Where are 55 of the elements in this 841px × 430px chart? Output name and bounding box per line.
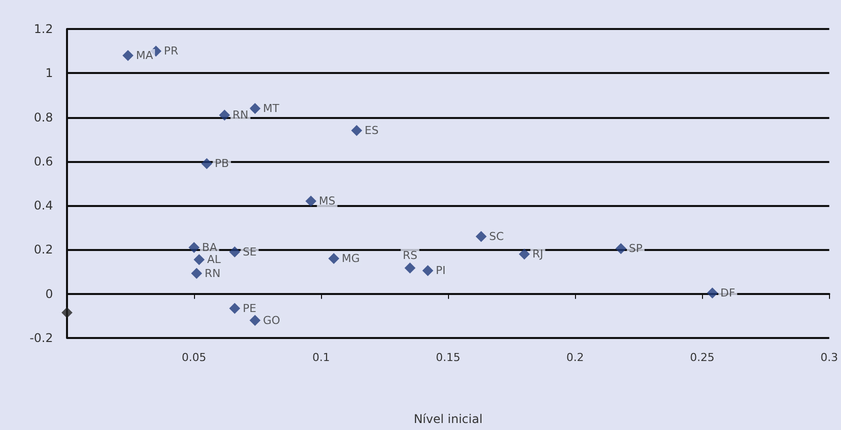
annotation: DF bbox=[720, 286, 736, 300]
point bbox=[188, 242, 200, 254]
point bbox=[122, 50, 134, 61]
annotation: SC bbox=[489, 230, 504, 243]
point bbox=[250, 102, 261, 114]
point bbox=[404, 262, 416, 274]
x-tick-label: 0.1 bbox=[312, 351, 330, 364]
x-tick-label: 0.15 bbox=[436, 351, 460, 364]
annotation: MG bbox=[342, 252, 360, 266]
x-tick-label: 0.05 bbox=[182, 351, 206, 364]
annotation: MA bbox=[136, 48, 154, 62]
annotation: RJ bbox=[532, 248, 544, 261]
annotation: MT bbox=[263, 102, 280, 115]
x-tick-label: 0.2 bbox=[566, 351, 584, 364]
point bbox=[229, 302, 240, 314]
annotation: PI bbox=[436, 264, 446, 278]
y-tick-label: 1 bbox=[45, 66, 53, 80]
point bbox=[476, 230, 487, 242]
x-tick-label: 0.25 bbox=[690, 351, 714, 364]
y-tick-label: 1.2 bbox=[34, 22, 53, 36]
annotation: SE bbox=[242, 245, 257, 258]
point bbox=[328, 253, 340, 264]
point bbox=[518, 248, 530, 260]
point bbox=[615, 243, 626, 254]
y-tick-label: 0.8 bbox=[34, 110, 53, 124]
annotation: AL bbox=[207, 253, 222, 266]
y-tick-label: 0.6 bbox=[34, 154, 53, 168]
x-axis-title: Nível inicial bbox=[414, 412, 483, 426]
annotation: RN bbox=[232, 108, 248, 122]
y-tick-label: 0 bbox=[45, 286, 53, 301]
point bbox=[62, 307, 72, 318]
x-tick-label: 0.3 bbox=[820, 351, 838, 364]
point bbox=[219, 110, 230, 121]
point bbox=[351, 125, 362, 136]
point bbox=[305, 196, 316, 207]
y-tick-label: 0.2 bbox=[34, 242, 53, 257]
annotation: PE bbox=[242, 302, 256, 315]
point bbox=[422, 265, 434, 276]
point bbox=[250, 314, 261, 326]
annotation: BA bbox=[202, 241, 218, 254]
y-tick-label: -0.2 bbox=[30, 331, 53, 345]
annotation: GO bbox=[263, 314, 281, 327]
point bbox=[194, 254, 205, 266]
point bbox=[706, 287, 718, 298]
annotation: ES bbox=[364, 124, 379, 138]
annotation: SP bbox=[628, 242, 643, 256]
annotation: RN bbox=[204, 266, 220, 280]
y-tick-label: 0.4 bbox=[34, 198, 53, 213]
annotation: PR bbox=[164, 44, 179, 58]
point bbox=[201, 158, 212, 170]
point bbox=[191, 268, 202, 279]
annotation: PB bbox=[214, 157, 229, 170]
point bbox=[229, 246, 240, 258]
annotation: RS bbox=[402, 249, 418, 262]
annotation: MS bbox=[318, 194, 336, 208]
